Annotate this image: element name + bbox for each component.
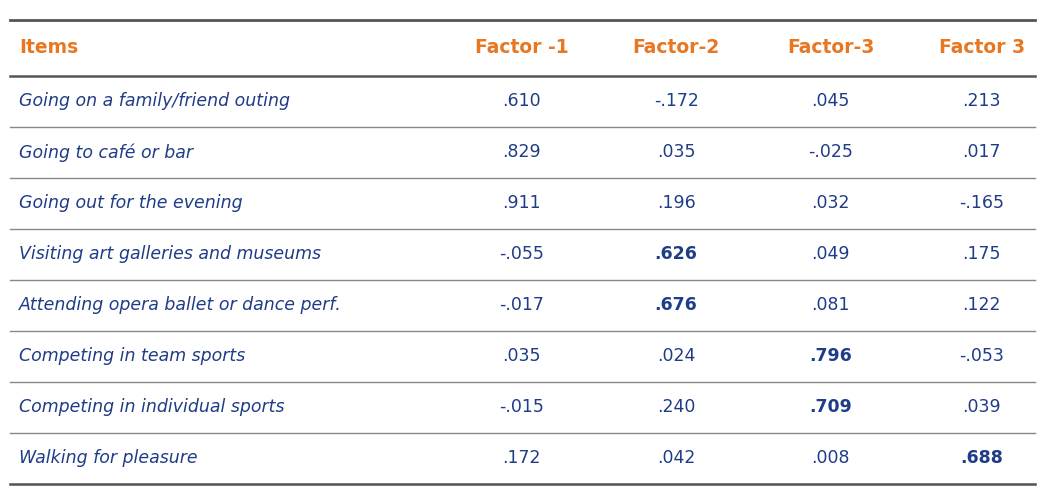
Text: .796: .796 [810,347,852,365]
Text: -.055: -.055 [500,245,543,263]
Text: .024: .024 [657,347,695,365]
Text: Going on a family/friend outing: Going on a family/friend outing [19,93,289,110]
Text: .008: .008 [812,449,850,467]
Text: Factor-2: Factor-2 [632,38,720,57]
Text: .626: .626 [654,245,698,263]
Text: .081: .081 [812,296,850,314]
Text: Factor -1: Factor -1 [474,38,568,57]
Text: .122: .122 [962,296,1001,314]
Text: .035: .035 [503,347,540,365]
Text: .709: .709 [810,398,852,416]
Text: -.017: -.017 [500,296,543,314]
Text: Items: Items [19,38,78,57]
Text: .172: .172 [503,449,540,467]
Text: Going out for the evening: Going out for the evening [19,195,242,212]
Text: .042: .042 [657,449,695,467]
Text: .196: .196 [656,195,696,212]
Text: .045: .045 [812,93,850,110]
Text: Competing in team sports: Competing in team sports [19,347,246,365]
Text: Factor 3: Factor 3 [938,38,1025,57]
Text: Going to café or bar: Going to café or bar [19,143,193,162]
Text: .676: .676 [655,296,697,314]
Text: -.025: -.025 [809,144,853,161]
Text: .049: .049 [812,245,850,263]
Text: .610: .610 [503,93,540,110]
Text: .911: .911 [503,195,540,212]
Text: .213: .213 [962,93,1001,110]
Text: .175: .175 [962,245,1001,263]
Text: Competing in individual sports: Competing in individual sports [19,398,284,416]
Text: Attending opera ballet or dance perf.: Attending opera ballet or dance perf. [19,296,342,314]
Text: .032: .032 [812,195,850,212]
Text: .035: .035 [657,144,695,161]
Text: .829: .829 [503,144,540,161]
Text: .688: .688 [960,449,1003,467]
Text: -.015: -.015 [500,398,543,416]
Text: .017: .017 [962,144,1001,161]
Text: -.053: -.053 [959,347,1004,365]
Text: .039: .039 [962,398,1001,416]
Text: Visiting art galleries and museums: Visiting art galleries and museums [19,245,321,263]
Text: -.165: -.165 [959,195,1004,212]
Text: .240: .240 [657,398,695,416]
Text: Walking for pleasure: Walking for pleasure [19,449,198,467]
Text: Factor-3: Factor-3 [787,38,875,57]
Text: -.172: -.172 [654,93,698,110]
